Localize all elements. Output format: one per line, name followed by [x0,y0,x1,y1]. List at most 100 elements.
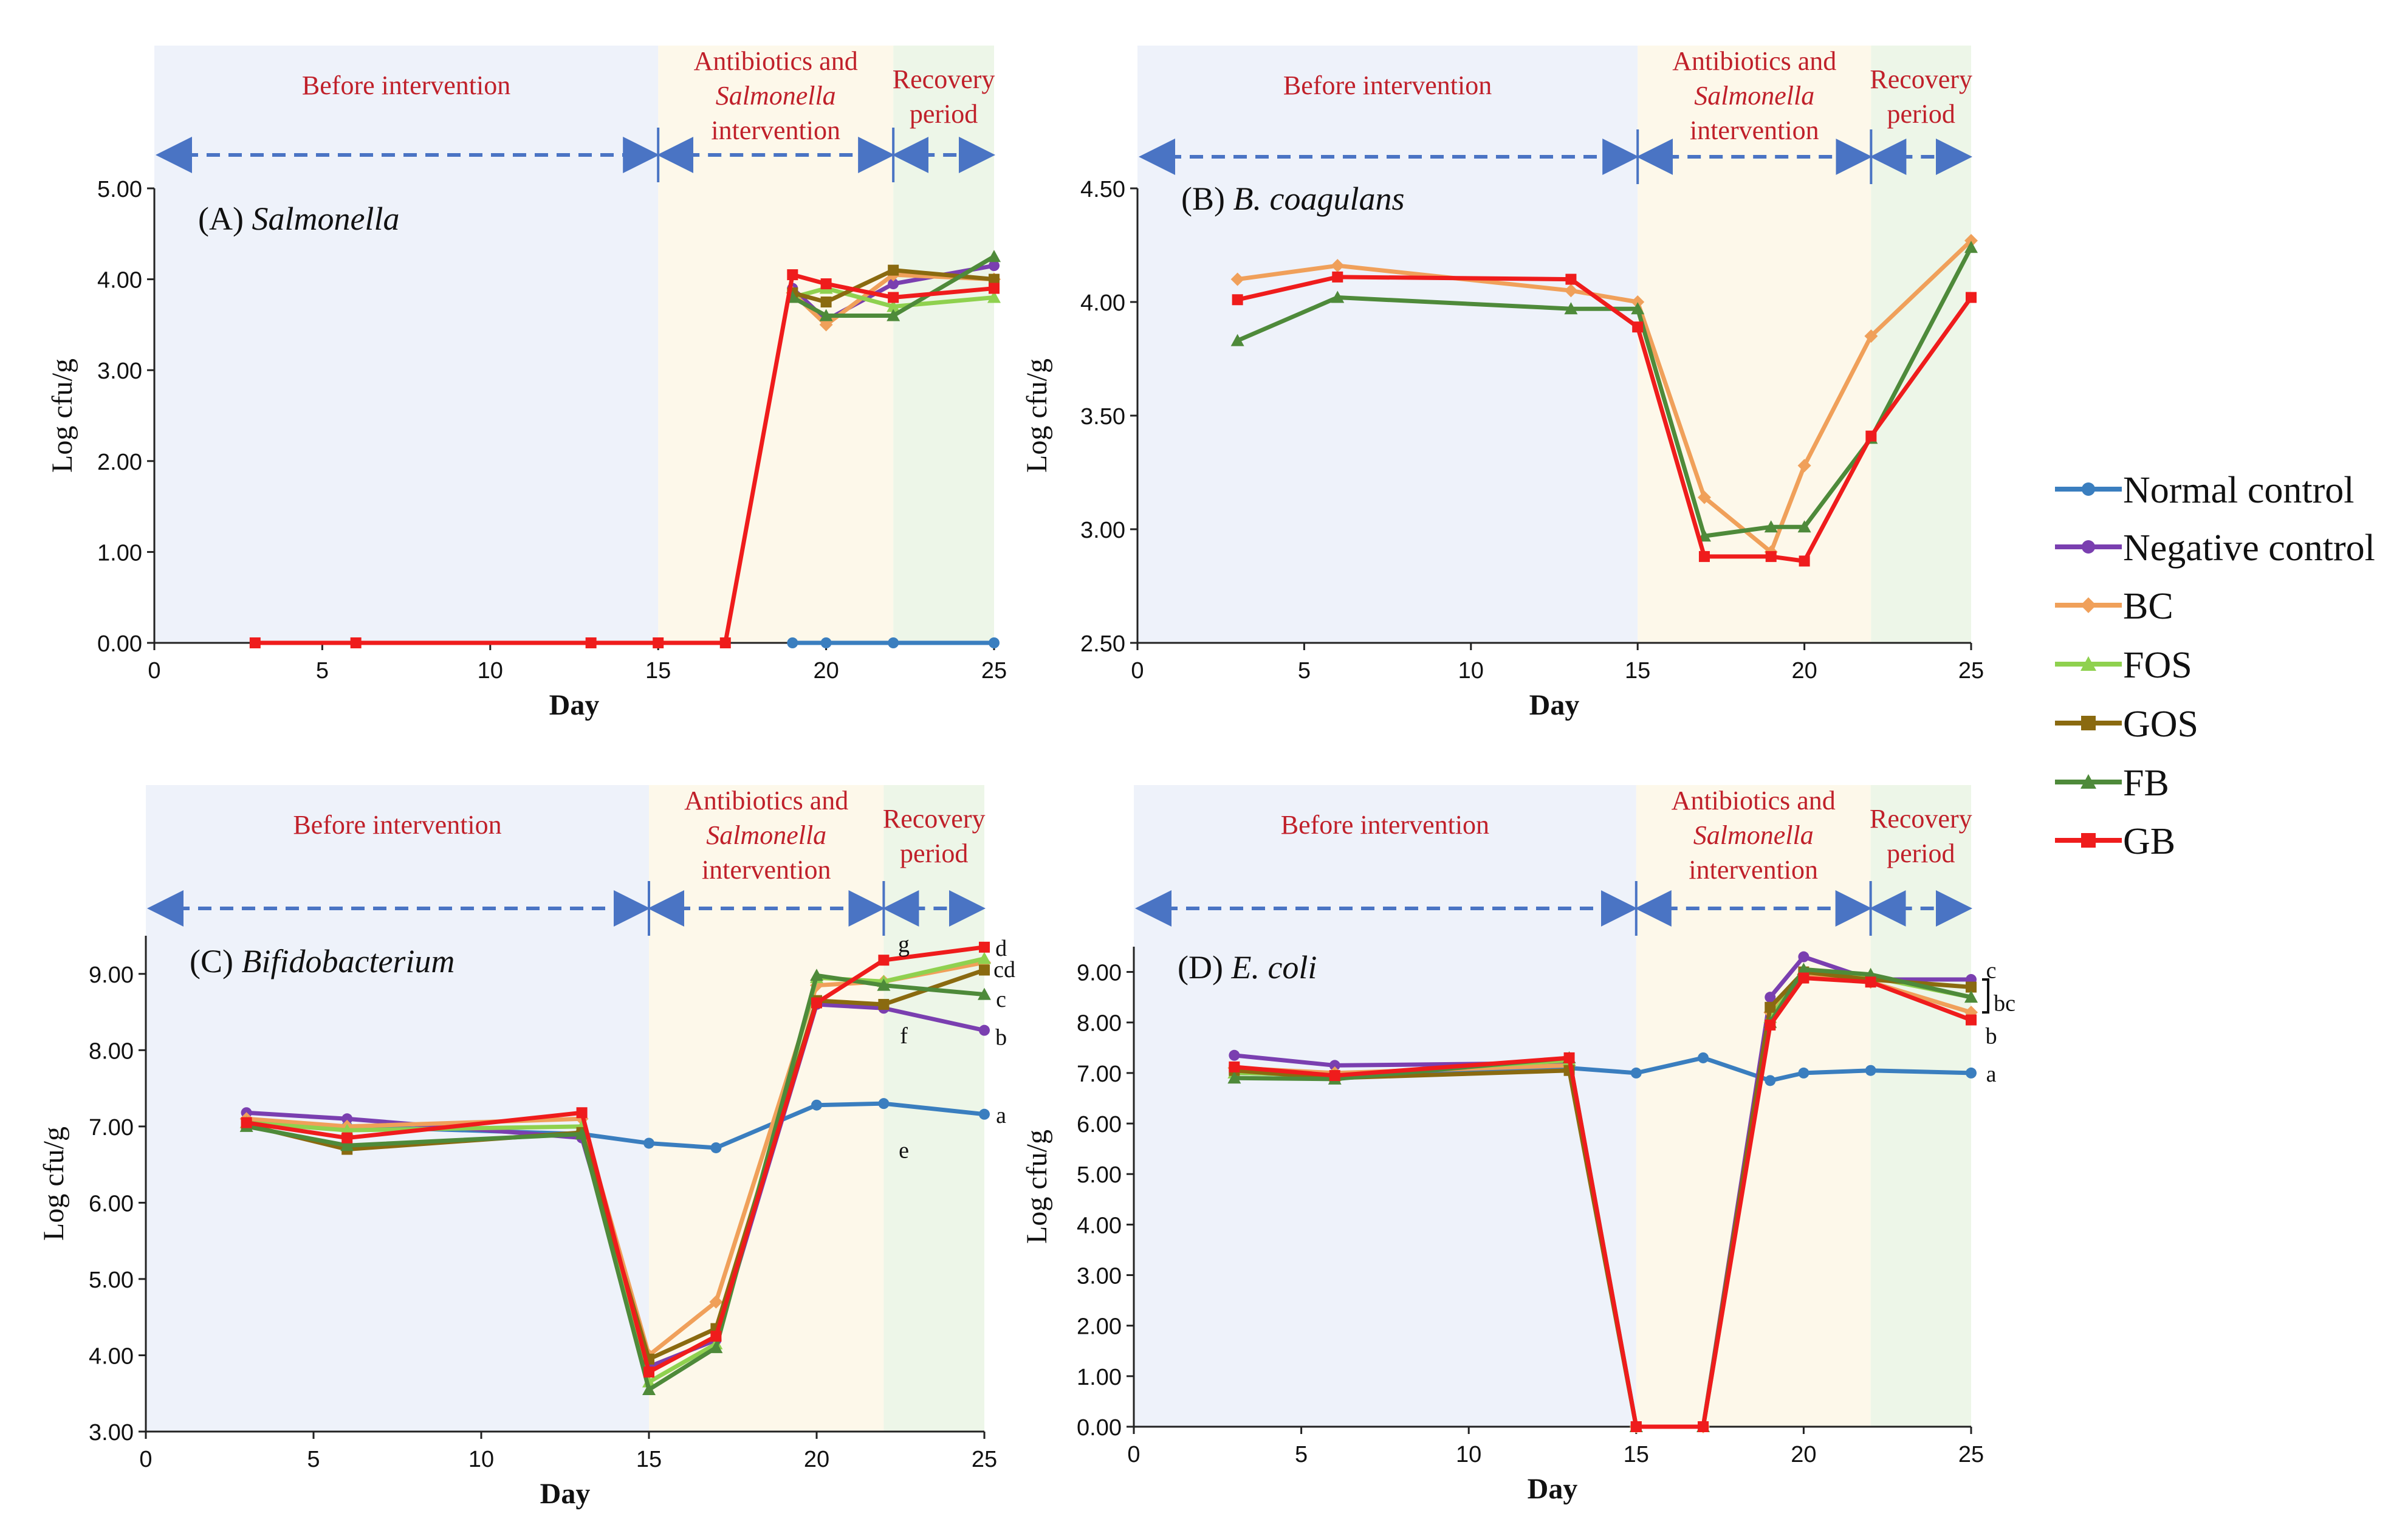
antibiotics-label-line3: intervention [711,115,840,145]
recovery-region [1870,785,1971,1427]
data-point-bc [709,1295,723,1309]
x-tick-label: 25 [972,1447,997,1472]
y-tick-label: 8.00 [1077,1011,1122,1037]
data-point-normal [1798,1067,1809,1079]
legend-item-bc: BC [2055,586,2173,627]
data-point-gb [811,997,822,1009]
legend-item-normal-control: Normal control [2055,470,2355,511]
data-point-gb [1765,551,1777,562]
data-point-fb [575,1127,589,1140]
data-point-gb [989,283,1000,294]
y-tick-label: 4.00 [1080,290,1125,316]
y-tick-label: 5.00 [1077,1162,1122,1188]
data-point-gos [1765,1001,1776,1013]
data-point-normal [1966,1067,1977,1079]
x-axis-label: Day [1528,1473,1578,1505]
x-axis-label: Day [540,1478,591,1510]
data-point-bc [1964,234,1978,248]
data-point-negative [1765,992,1776,1003]
data-point-gb [1698,1421,1709,1432]
antibiotics-label-salmonella: Salmonella [1693,820,1814,850]
significance-letter: d [995,936,1007,961]
series-gb [1232,271,1977,567]
recovery-label-line1: Recovery [883,804,986,834]
data-point-normal [787,637,798,648]
data-point-bc [819,318,833,332]
data-point-bc [1797,459,1811,473]
legend-label: BC [2123,586,2173,627]
before-intervention-region [1137,46,1638,643]
square-marker-icon [2081,716,2096,730]
data-point-normal [979,1108,990,1120]
significance-letter: bc [1994,990,2015,1016]
legend-item-gb: GB [2055,821,2175,862]
series-line-gos [245,968,986,1362]
data-point-normal [1765,1075,1776,1086]
series-fb [239,969,991,1395]
legend: Normal control Negative control BC FOS G… [2055,470,2375,862]
x-tick-label: 15 [1624,1442,1649,1467]
data-point-fb [887,309,900,321]
y-tick-label: 4.00 [89,1343,134,1369]
x-tick-label: 10 [1458,658,1484,684]
significance-letter: g [898,932,910,958]
data-point-fb [642,1382,656,1395]
antibiotics-label-line1: Antibiotics and [694,46,858,76]
data-point-gb [1229,1061,1240,1072]
significance-letter: cd [993,957,1015,983]
data-point-fb [1964,990,1978,1003]
y-tick-label: 5.00 [89,1268,134,1293]
data-point-fb [987,250,1001,262]
panel-title: (B) B. coagulans [1181,180,1404,217]
data-point-gb [1329,1070,1340,1082]
circle-marker-icon [2082,482,2095,496]
legend-label: FOS [2123,645,2192,686]
x-tick-label: 15 [636,1447,662,1472]
y-tick-label: 6.00 [89,1191,134,1216]
data-point-normal [1865,1065,1876,1076]
data-point-gos [820,297,832,307]
data-point-gb [350,637,362,648]
legend-item-fb: FB [2055,763,2169,804]
x-tick-label: 20 [1791,1442,1816,1467]
chart-panel-d: Before intervention Antibiotics and Salmon… [1021,785,2015,1505]
legend-label: GB [2123,821,2175,862]
x-tick-label: 5 [307,1447,320,1472]
y-tick-label: 3.50 [1080,404,1125,430]
data-point-bc [1631,295,1645,309]
data-point-normal [643,1137,654,1149]
before-intervention-label: Before intervention [1283,70,1492,100]
recovery-label-line2: period [1887,99,1955,129]
data-point-gb [643,1367,654,1378]
data-point-gb [1865,976,1876,988]
data-point-gb [1799,555,1810,567]
data-point-bc [1331,259,1345,273]
y-tick-label: 3.00 [89,1420,134,1446]
x-tick-label: 10 [1456,1442,1481,1467]
x-tick-label: 15 [1625,658,1650,684]
y-tick-label: 0.00 [1077,1415,1122,1441]
antibiotics-label-line3: intervention [1690,115,1819,145]
data-point-gb [787,269,798,281]
data-point-gb [576,1107,588,1119]
recovery-label-line2: period [910,99,978,129]
before-intervention-region [154,46,659,643]
antibiotics-label-line1: Antibiotics and [1672,786,1836,815]
panel-letter: (D) [1178,949,1231,986]
data-point-gos [878,998,890,1010]
data-point-gb [1232,294,1243,306]
triangle-marker-icon [2080,774,2096,789]
significance-letter: e [899,1138,909,1164]
data-point-gb [1865,430,1877,442]
data-point-fb [1331,290,1345,303]
data-point-normal [989,637,1000,648]
significance-letter: b [995,1025,1007,1051]
data-point-gb [820,278,832,290]
data-point-gb [1632,321,1644,333]
data-point-bc [1564,284,1578,298]
x-tick-label: 0 [148,658,160,684]
data-point-normal [888,637,899,648]
y-tick-label: 2.00 [97,450,142,475]
panel-title: (C) Bifidobacterium [190,943,455,979]
data-point-gb [249,637,261,648]
